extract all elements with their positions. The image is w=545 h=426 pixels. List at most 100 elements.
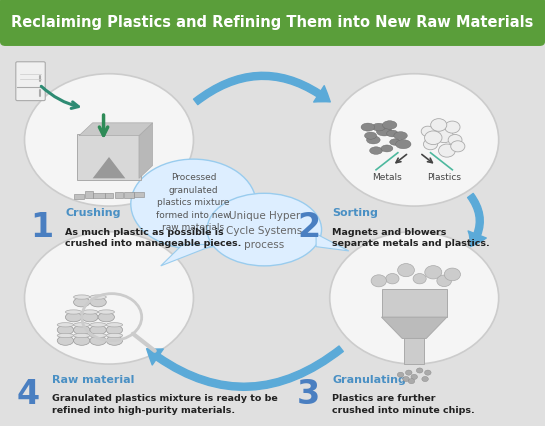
Circle shape bbox=[408, 379, 415, 384]
Polygon shape bbox=[139, 124, 153, 179]
FancyBboxPatch shape bbox=[16, 63, 45, 101]
Text: Plastics: Plastics bbox=[427, 173, 461, 181]
Circle shape bbox=[425, 266, 442, 279]
Circle shape bbox=[405, 370, 412, 375]
Text: Reclaiming Plastics and Refining Them into New Raw Materials: Reclaiming Plastics and Refining Them in… bbox=[11, 15, 534, 30]
Ellipse shape bbox=[394, 132, 407, 140]
Circle shape bbox=[421, 127, 434, 137]
Polygon shape bbox=[93, 158, 125, 179]
Ellipse shape bbox=[106, 334, 123, 338]
Ellipse shape bbox=[74, 298, 90, 307]
Ellipse shape bbox=[74, 323, 90, 327]
FancyArrowPatch shape bbox=[468, 194, 486, 247]
Ellipse shape bbox=[131, 160, 256, 249]
Circle shape bbox=[386, 274, 399, 284]
Circle shape bbox=[439, 145, 455, 158]
Ellipse shape bbox=[57, 325, 74, 335]
Polygon shape bbox=[79, 124, 153, 136]
Ellipse shape bbox=[90, 334, 106, 338]
Text: Processed
granulated
plastics mixture
formed into new
raw materials: Processed granulated plastics mixture fo… bbox=[156, 173, 231, 232]
Ellipse shape bbox=[372, 124, 385, 132]
FancyArrowPatch shape bbox=[193, 73, 330, 105]
Ellipse shape bbox=[106, 325, 123, 335]
Ellipse shape bbox=[57, 334, 74, 338]
Ellipse shape bbox=[365, 133, 377, 140]
Text: Raw material: Raw material bbox=[52, 374, 134, 384]
FancyArrowPatch shape bbox=[147, 346, 343, 390]
Ellipse shape bbox=[57, 323, 74, 327]
Circle shape bbox=[431, 119, 447, 132]
Polygon shape bbox=[316, 234, 349, 251]
Ellipse shape bbox=[98, 310, 114, 314]
FancyBboxPatch shape bbox=[77, 135, 141, 180]
Polygon shape bbox=[161, 245, 215, 266]
Text: 2: 2 bbox=[297, 211, 320, 244]
Ellipse shape bbox=[57, 336, 74, 345]
Ellipse shape bbox=[377, 127, 392, 137]
Ellipse shape bbox=[90, 336, 106, 345]
Circle shape bbox=[330, 75, 499, 207]
Text: 1: 1 bbox=[30, 211, 53, 244]
Ellipse shape bbox=[82, 313, 98, 322]
Circle shape bbox=[416, 368, 423, 373]
Circle shape bbox=[330, 232, 499, 364]
Text: Granulated plastics mixture is ready to be
refined into high-purity materials.: Granulated plastics mixture is ready to … bbox=[52, 393, 277, 414]
FancyBboxPatch shape bbox=[404, 339, 424, 364]
Circle shape bbox=[398, 264, 414, 277]
FancyBboxPatch shape bbox=[84, 192, 94, 199]
Circle shape bbox=[25, 75, 193, 207]
Ellipse shape bbox=[386, 131, 398, 138]
Ellipse shape bbox=[207, 194, 322, 266]
Ellipse shape bbox=[65, 313, 82, 322]
Circle shape bbox=[451, 141, 465, 153]
Ellipse shape bbox=[370, 147, 383, 155]
Text: Metals: Metals bbox=[372, 173, 402, 181]
Ellipse shape bbox=[366, 137, 380, 144]
Circle shape bbox=[448, 135, 462, 146]
Ellipse shape bbox=[106, 336, 123, 345]
Text: Crushing: Crushing bbox=[65, 208, 121, 218]
Circle shape bbox=[422, 377, 428, 382]
Ellipse shape bbox=[82, 310, 98, 314]
Circle shape bbox=[435, 130, 453, 143]
FancyBboxPatch shape bbox=[74, 194, 84, 199]
Circle shape bbox=[444, 268, 461, 281]
Ellipse shape bbox=[90, 325, 106, 335]
Circle shape bbox=[25, 232, 193, 364]
Text: 4: 4 bbox=[16, 377, 39, 410]
Text: Granulating: Granulating bbox=[332, 374, 407, 384]
Ellipse shape bbox=[381, 146, 393, 153]
Circle shape bbox=[371, 275, 386, 287]
Text: 3: 3 bbox=[297, 377, 320, 410]
Text: As much plastic as possible is
crushed into manageable pieces.: As much plastic as possible is crushed i… bbox=[65, 227, 242, 248]
Ellipse shape bbox=[98, 313, 114, 322]
Ellipse shape bbox=[90, 323, 106, 327]
Ellipse shape bbox=[106, 323, 123, 327]
Text: Unique Hyper
Cycle Systems
process: Unique Hyper Cycle Systems process bbox=[226, 210, 302, 250]
Ellipse shape bbox=[74, 295, 90, 299]
Ellipse shape bbox=[383, 121, 397, 130]
Text: Sorting: Sorting bbox=[332, 208, 378, 218]
FancyBboxPatch shape bbox=[105, 193, 113, 199]
FancyBboxPatch shape bbox=[124, 193, 134, 199]
Circle shape bbox=[437, 276, 451, 287]
FancyBboxPatch shape bbox=[115, 193, 123, 198]
FancyBboxPatch shape bbox=[382, 290, 447, 317]
Circle shape bbox=[423, 139, 438, 150]
Ellipse shape bbox=[90, 298, 106, 307]
Ellipse shape bbox=[74, 334, 90, 338]
Text: Magnets and blowers
separate metals and plastics.: Magnets and blowers separate metals and … bbox=[332, 227, 490, 248]
FancyBboxPatch shape bbox=[134, 192, 144, 197]
Circle shape bbox=[397, 372, 404, 377]
Ellipse shape bbox=[65, 310, 82, 314]
Ellipse shape bbox=[74, 336, 90, 345]
Ellipse shape bbox=[390, 139, 401, 146]
Ellipse shape bbox=[90, 295, 106, 299]
FancyBboxPatch shape bbox=[93, 194, 105, 199]
Circle shape bbox=[403, 377, 409, 382]
Circle shape bbox=[413, 274, 426, 284]
Circle shape bbox=[445, 122, 460, 134]
Ellipse shape bbox=[74, 325, 90, 335]
Text: Plastics are further
crushed into minute chips.: Plastics are further crushed into minute… bbox=[332, 393, 475, 414]
FancyBboxPatch shape bbox=[0, 0, 545, 47]
